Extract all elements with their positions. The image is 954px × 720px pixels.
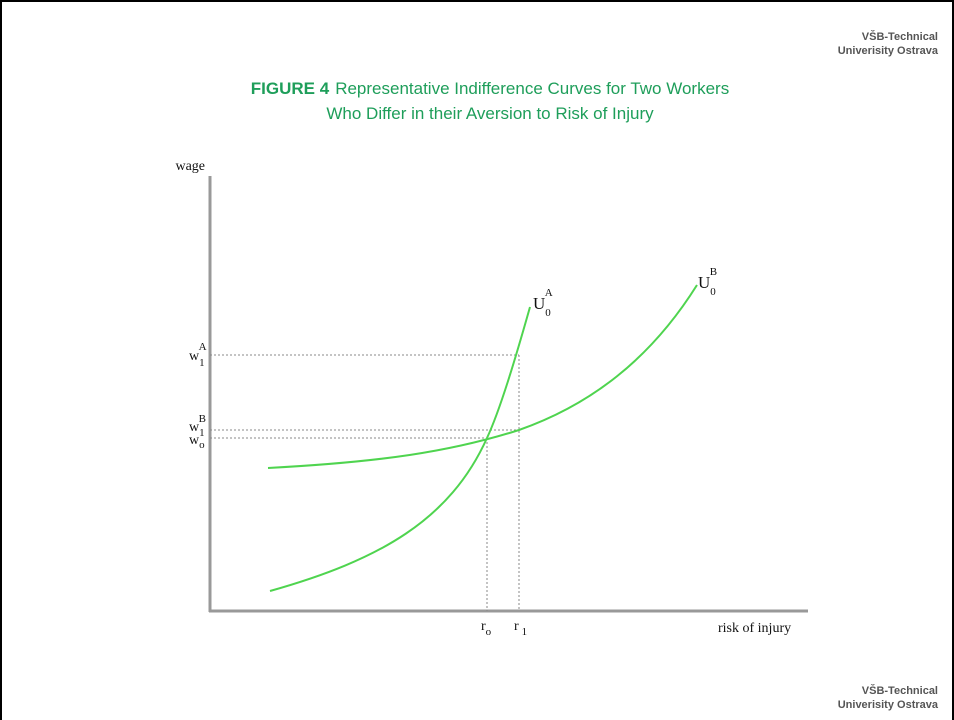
y-axis-label: wage [175, 159, 205, 174]
label-sup: A [199, 341, 207, 353]
figure-number: FIGURE 4 [251, 79, 330, 98]
label-sub: 0 [710, 286, 716, 298]
label-sub: 1 [199, 357, 205, 369]
institution: Univerisity Ostrava [838, 45, 939, 57]
label-sup: B [199, 413, 206, 425]
label-sub: 1 [522, 626, 528, 638]
label-sup: A [545, 287, 553, 299]
curve-label: U0 B [698, 266, 717, 298]
institution: VŠB-Technical [862, 684, 938, 697]
title-line: Representative Indifference Curves for T… [335, 79, 729, 98]
label-sub: 1 [199, 427, 205, 439]
label-base: w [189, 433, 200, 448]
curve-label: U0 A [533, 287, 553, 319]
figure-title: FIGURE 4 Representative Indifference Curv… [251, 79, 729, 98]
label-sub: o [486, 626, 492, 638]
label-base: U [698, 273, 710, 292]
label-base: w [189, 420, 200, 435]
wage-level-label: wo [189, 433, 205, 451]
label-base: w [189, 349, 200, 364]
title-line: Who Differ in their Aversion to Risk of … [326, 104, 654, 123]
label-base: r [481, 619, 486, 634]
label-sup: B [710, 266, 717, 278]
institution: Univerisity Ostrava [838, 699, 939, 711]
x-axis-label: risk of injury [718, 621, 791, 636]
guide-lines [210, 354, 520, 611]
wage-level-label: w1 B [189, 413, 206, 439]
wage-level-label: w1 A [189, 341, 207, 369]
institution: VŠB-Technical [862, 30, 938, 43]
indifference-curve-b [267, 284, 698, 469]
label-sub: o [199, 439, 205, 451]
label-sub: 0 [545, 307, 551, 319]
label-base: r [514, 619, 519, 634]
indifference-curve-a [269, 306, 531, 592]
risk-level-label: ro [481, 619, 492, 638]
label-base: U [533, 294, 545, 313]
